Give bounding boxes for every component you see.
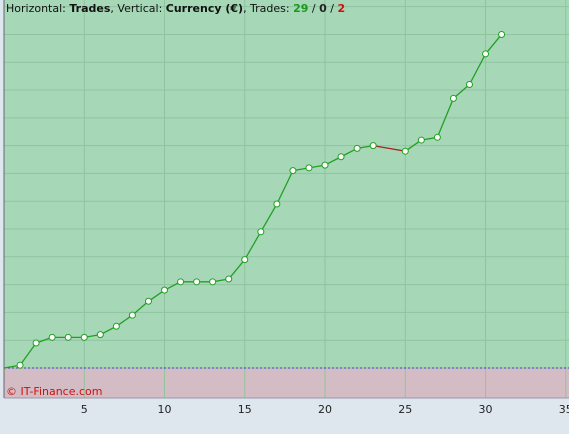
x-tick-label: 35	[559, 403, 569, 416]
x-tick-label: 5	[81, 403, 88, 416]
trade-point	[112, 322, 120, 330]
loss-area	[4, 367, 569, 398]
header-part: Currency (€)	[166, 2, 243, 15]
x-tick-label: 25	[398, 403, 412, 416]
header-part: , Vertical:	[110, 2, 165, 15]
trade-point	[209, 278, 217, 286]
header-part: Trades	[69, 2, 110, 15]
trade-point	[177, 278, 185, 286]
trade-point	[498, 30, 506, 38]
trade-point	[257, 228, 265, 236]
header-part: 29	[293, 2, 308, 15]
x-tick-label: 20	[318, 403, 332, 416]
trade-point	[161, 286, 169, 294]
line-segment	[260, 203, 278, 233]
trade-point	[48, 333, 56, 341]
trade-point	[16, 361, 24, 369]
trade-point	[433, 133, 441, 141]
trade-point	[64, 333, 72, 341]
header-part: , Trades:	[243, 2, 293, 15]
credit: © IT-Finance.com	[6, 385, 103, 398]
line-segment	[276, 170, 294, 205]
trade-point	[128, 311, 136, 319]
trade-point	[465, 80, 473, 88]
line-segment	[228, 259, 246, 280]
trade-point	[321, 161, 329, 169]
line-segment	[468, 53, 487, 85]
header-part: /	[308, 2, 319, 15]
line-segment	[131, 300, 149, 316]
trade-point	[353, 144, 361, 152]
chart-header: Horizontal: Trades, Vertical: Currency (…	[6, 2, 345, 15]
trade-point	[193, 278, 201, 286]
line-segment	[19, 342, 37, 366]
trade-point	[80, 333, 88, 341]
x-tick-label: 10	[158, 403, 172, 416]
trade-point	[337, 153, 345, 161]
header-part: Horizontal:	[6, 2, 69, 15]
line-segment	[244, 231, 262, 260]
header-part: 0	[319, 2, 327, 15]
trade-point	[144, 297, 152, 305]
trade-point	[273, 200, 281, 208]
trade-point	[96, 331, 104, 339]
trade-point	[369, 142, 377, 150]
line-segment	[485, 34, 503, 55]
trade-point	[241, 256, 249, 264]
header-part: 2	[337, 2, 345, 15]
x-tick-label: 30	[479, 403, 493, 416]
line-segment	[373, 144, 406, 152]
trade-point	[305, 164, 313, 172]
trade-point	[225, 275, 233, 283]
trade-point	[482, 50, 490, 58]
header-part: /	[327, 2, 338, 15]
trade-point	[401, 147, 409, 155]
x-tick-label: 15	[238, 403, 252, 416]
trade-point	[449, 94, 457, 102]
line-segment	[453, 84, 470, 99]
trade-point	[289, 167, 297, 175]
trade-point	[417, 136, 425, 144]
trade-point	[32, 339, 40, 347]
line-segment	[436, 98, 455, 138]
